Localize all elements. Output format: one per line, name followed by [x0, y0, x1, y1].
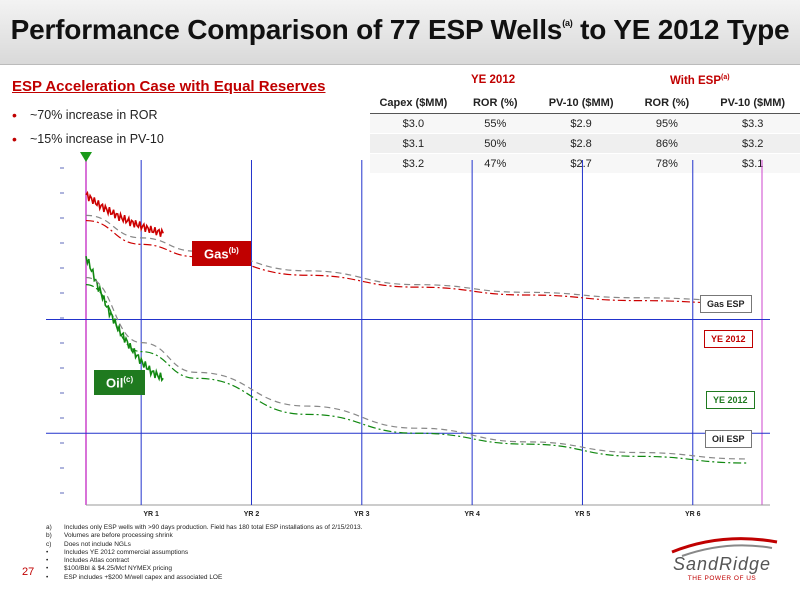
table-group-ye2012: YE 2012: [471, 74, 516, 86]
metrics-table: Capex ($MM) ROR (%) PV-10 ($MM) ROR (%) …: [370, 93, 800, 173]
series-line: [85, 256, 164, 383]
col-header: PV-10 ($MM): [705, 93, 800, 114]
series-line: [85, 219, 748, 305]
table-cell: 86%: [628, 133, 706, 154]
chart-x-ticks: YR 1 YR 2 YR 3 YR 4 YR 5 YR 6: [143, 511, 700, 518]
x-tick-label: YR 3: [354, 511, 370, 518]
table-cell: $3.1: [370, 133, 457, 154]
table-cell: 78%: [628, 153, 706, 173]
bullet-icon: •: [12, 131, 17, 147]
x-tick-label: YR 5: [575, 511, 591, 518]
oil-label: Oil(c): [94, 370, 146, 396]
footnotes: a) Includes only ESP wells with >90 days …: [46, 524, 362, 582]
table-cell: $3.1: [705, 153, 800, 173]
footnote: a) Includes only ESP wells with >90 days …: [46, 524, 363, 531]
sandridge-logo: SandRidge THE POWER OF US: [652, 530, 792, 592]
table-cell: $3.2: [705, 133, 800, 154]
time-marker-icon: [80, 152, 92, 162]
table-row: $3.1 50% $2.8 86% $3.2: [370, 133, 800, 154]
bullet-list: • ~70% increase in ROR • ~15% increase in …: [12, 103, 164, 151]
series-line: [85, 214, 748, 302]
table-cell: $2.8: [533, 133, 629, 154]
series-line: [85, 284, 748, 464]
table-cell: $3.0: [370, 113, 457, 134]
series-line: [85, 190, 164, 237]
x-tick-label: YR 4: [464, 511, 480, 518]
chart-grid: [46, 152, 770, 506]
gas-ye2012-legend: YE 2012: [704, 330, 753, 348]
footnote: • $100/Bbl & $4.25/Mcf NYMEX pricing: [46, 565, 173, 573]
table-cell: 55%: [456, 113, 534, 134]
table-cell: $2.7: [533, 153, 629, 173]
gas-label: Gas(b): [192, 241, 251, 267]
bullet-item: • ~15% increase in PV-10: [12, 131, 164, 147]
logo-tagline: THE POWER OF US: [687, 575, 757, 582]
table-cell: 50%: [456, 133, 534, 154]
x-tick-label: YR 6: [685, 511, 701, 518]
title-bar: Performance Comparison of 77 ESP Wells(a…: [0, 0, 800, 65]
page-number: 27: [22, 566, 35, 578]
bullet-icon: •: [12, 107, 17, 123]
footnote: c) Does not include NGLs: [46, 540, 131, 548]
table-cell: 47%: [456, 153, 534, 173]
table-group-esp: With ESP(a): [670, 74, 730, 87]
table-row: $3.0 55% $2.9 95% $3.3: [370, 113, 800, 134]
page-title: Performance Comparison of 77 ESP Wells(a…: [10, 14, 790, 45]
footnote: • ESP includes +$200 M/well capex and ass…: [46, 573, 223, 581]
table-cell: $3.2: [370, 153, 457, 173]
bullet-item: • ~70% increase in ROR: [12, 107, 158, 123]
oil-ye2012-legend: YE 2012: [706, 391, 755, 409]
oil-esp-legend: Oil ESP: [705, 430, 752, 448]
logo-wordmark: SandRidge: [672, 554, 772, 574]
table-row: $3.2 47% $2.7 78% $3.1: [370, 153, 800, 173]
footnote: • Includes Atlas contract: [46, 557, 130, 565]
footnote: b) Volumes are before processing shrink: [46, 532, 173, 540]
section-subtitle: ESP Acceleration Case with Equal Reserve…: [12, 78, 326, 95]
chart-series: [85, 190, 748, 464]
x-tick-label: YR 2: [244, 511, 260, 518]
logo-swoosh-icon: [671, 537, 778, 557]
col-header: Capex ($MM): [370, 93, 457, 114]
series-line: [85, 276, 748, 460]
footnote: • Includes YE 2012 commercial assumptions: [46, 548, 189, 556]
table-cell: $2.9: [533, 113, 629, 134]
gas-esp-legend: Gas ESP: [700, 295, 752, 313]
x-tick-label: YR 1: [143, 511, 159, 518]
table-cell: 95%: [628, 113, 706, 134]
table-cell: $3.3: [705, 113, 800, 134]
